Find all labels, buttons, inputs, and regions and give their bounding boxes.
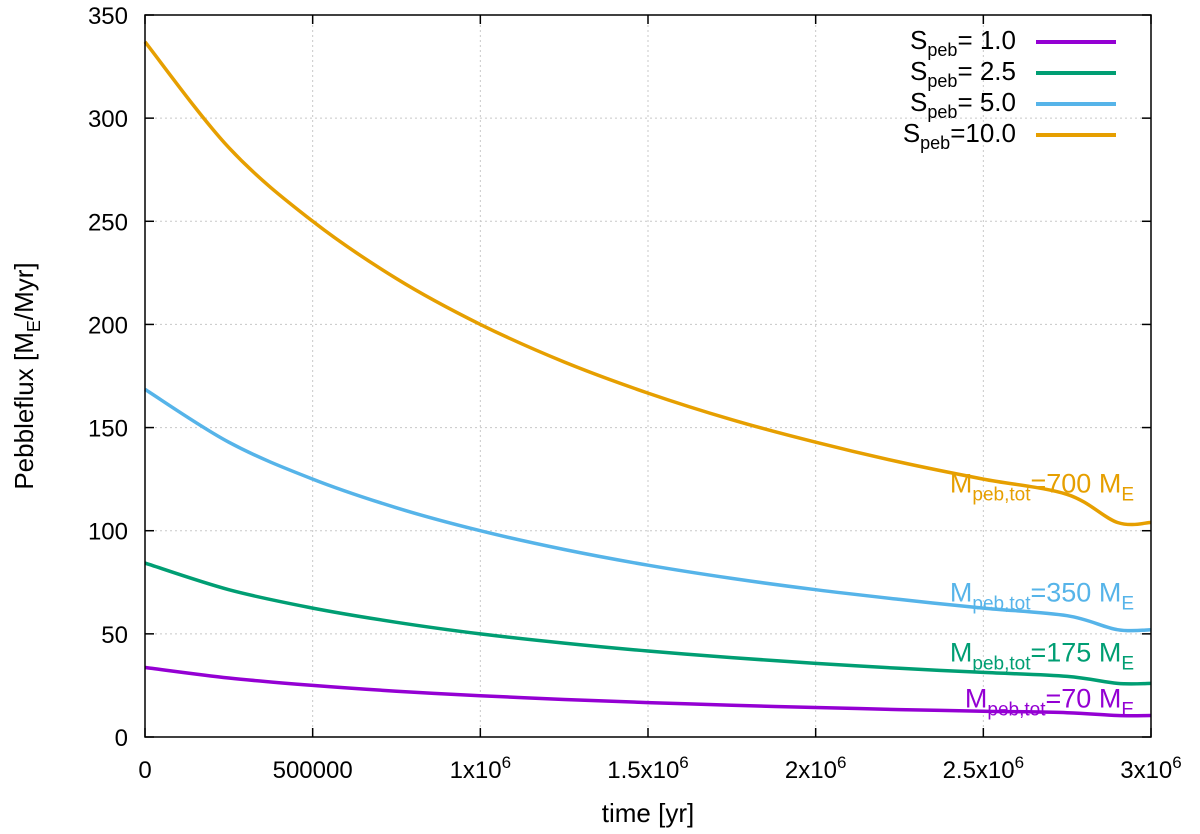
- x-tick-label: 3x106: [1120, 753, 1182, 784]
- y-tick-label: 350: [88, 3, 128, 30]
- series-line-4: [143, 40, 1152, 527]
- grid-lines: [145, 15, 1151, 737]
- series-annotations: Mpeb,tot=70 ME Mpeb,tot=175 ME Mpeb,tot=35…: [950, 468, 1134, 720]
- y-tick-label: 0: [115, 725, 128, 752]
- x-tick-label: 1x106: [450, 753, 512, 784]
- y-tick-label: 50: [101, 622, 128, 649]
- y-tick-label: 300: [88, 106, 128, 133]
- x-tick-label: 2x106: [785, 753, 847, 784]
- y-axis-label-tail: /Myr]: [9, 262, 39, 320]
- series-lines: [143, 40, 1152, 718]
- y-axis-label: Pebbleflux [ME/Myr]: [9, 262, 44, 489]
- series-annotation-4: Mpeb,tot=700 ME: [950, 468, 1134, 505]
- legend-label-4: Speb=10.0: [903, 118, 1016, 153]
- y-tick-label: 100: [88, 519, 128, 546]
- legend-label-2: Speb= 2.5: [910, 56, 1016, 91]
- series-annotation-1: Mpeb,tot=70 ME: [965, 684, 1134, 721]
- series-line-3: [144, 387, 1152, 633]
- y-tick-label: 200: [88, 312, 128, 339]
- x-tick-label: 0: [138, 757, 151, 784]
- axis-ticks: 0 500000 1x106 1.5x106 2x106 2.5x106 3x106 0 50 1…: [88, 3, 1182, 784]
- y-tick-label: 250: [88, 209, 128, 236]
- y-tick-label: 150: [88, 416, 128, 443]
- series-line-2: [144, 561, 1152, 686]
- series-line-1: [144, 665, 1152, 718]
- x-tick-label: 2.5x106: [943, 753, 1025, 784]
- series-annotation-3: Mpeb,tot=350 ME: [950, 578, 1134, 615]
- x-axis-label: time [yr]: [602, 798, 694, 828]
- x-tick-label: 500000: [273, 757, 353, 784]
- legend-label-1: Speb= 1.0: [910, 25, 1016, 60]
- x-tick-label: 1.5x106: [607, 753, 689, 784]
- legend-label-3: Speb= 5.0: [910, 87, 1016, 122]
- y-axis-label-base: Pebbleflux [M: [9, 332, 39, 490]
- y-axis-label-sub: E: [24, 320, 44, 332]
- series-annotation-2: Mpeb,tot=175 ME: [950, 637, 1134, 674]
